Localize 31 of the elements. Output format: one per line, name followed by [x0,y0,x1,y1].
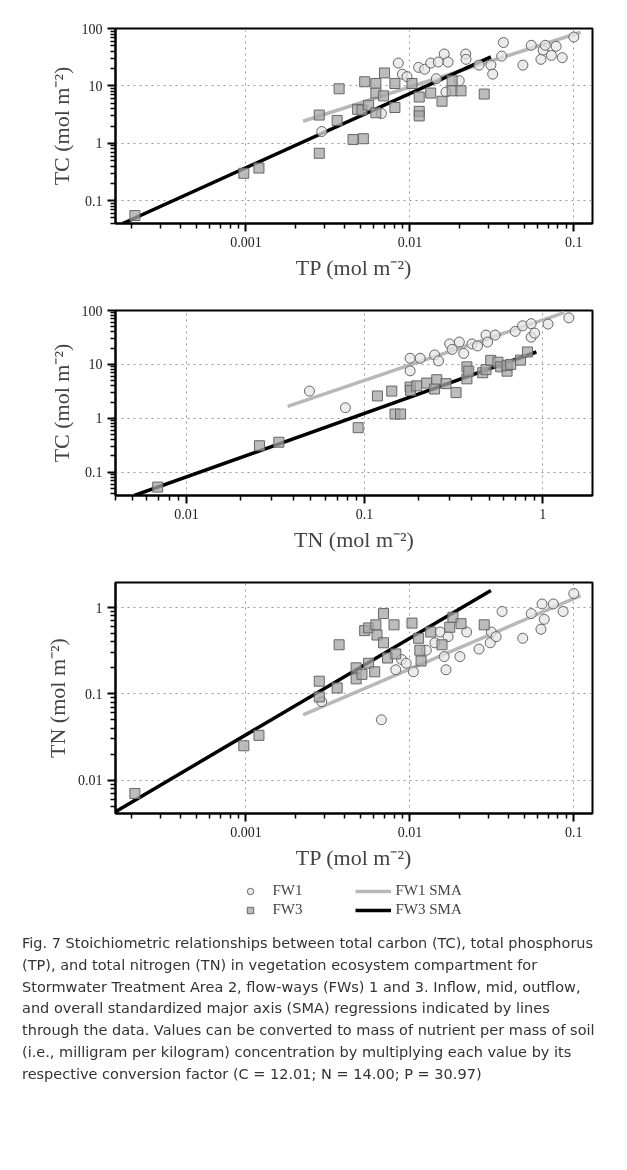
x-tick-label: 0.1 [565,234,583,250]
x-tick-label: 0.1 [565,824,583,840]
caption: Fig. 7 Stoichiometric relationships between total carbon (TC), total phosphorus (TP), and total nitrogen (TN) in vegetation ecosystem compartment for Stormwater Treatment Area 2, flow-ways (FWs) 1 and 3. Inflow, mid, outflow, and overall standardized major axis (SMA) regressions indicated by lines through the data. Values can be converted to mass of nutrient per mass of soil (i.e., milligram per kilogram) concentration by multiplying each value by its respective conversion factor (C = 12.01; N = 14.00; P = 30.97) [22,934,596,1084]
x-axis-title: TN (mol m⁻²) [294,526,414,552]
y-tick-label: 0.1 [85,193,103,209]
y-axis-title: TN (mol m⁻²) [45,638,70,758]
y-tick-label: 1 [95,411,103,427]
x-tick-label: 0.01 [397,234,423,250]
y-tick-label: 10 [88,357,103,373]
legend-label: FW1 SMA [395,882,463,899]
y-tick-label: 10 [88,78,103,94]
y-axis-title: TC (mol m⁻²) [48,343,74,463]
legend-label: FW3 [272,901,304,918]
x-tick-label: 0.01 [174,506,199,522]
y-tick-label: 0.1 [85,686,103,702]
y-tick-label: 1 [95,136,103,152]
y-tick-label: 100 [81,303,103,319]
x-tick-label: 0.001 [230,234,262,250]
x-tick-label: 1 [539,506,547,522]
legend-label: FW1 [272,882,304,899]
x-axis-title: TP (mol m⁻²) [295,254,412,280]
x-tick-label: 0.001 [230,824,262,840]
y-axis-title: TC (mol m⁻²) [48,66,74,186]
y-tick-label: 0.01 [78,773,103,789]
y-tick-label: 0.1 [85,465,103,481]
y-tick-label: 100 [81,21,103,37]
legend-label: FW3 SMA [395,901,463,918]
x-axis-title: TP (mol m⁻²) [295,844,412,870]
x-tick-label: 0.1 [355,506,374,522]
y-tick-label: 1 [95,600,103,616]
x-tick-label: 0.01 [397,824,423,840]
